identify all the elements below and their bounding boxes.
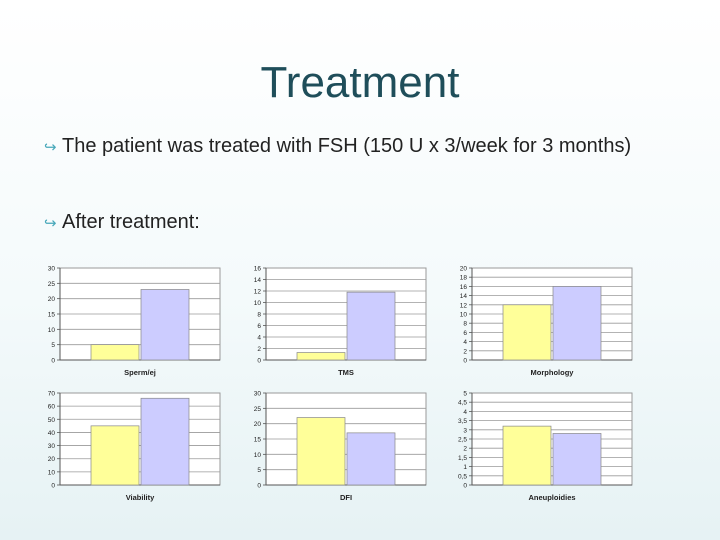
chart-sperm-ej: 0 5 10 15 20 25 30 Sperm/ej <box>48 266 221 377</box>
x-axis-label: DFI <box>340 493 352 502</box>
bar-after <box>552 433 602 486</box>
charts-svg: 051015202530Sperm/ej0246810121416TMS0246… <box>48 266 633 502</box>
x-axis-label: TMS <box>338 368 354 377</box>
chart-dfi: 0 5 10 15 20 25 30 DFI <box>254 391 427 502</box>
y-tick-label: 25 <box>48 281 56 288</box>
y-tick-label: 5 <box>463 391 467 398</box>
y-tick-label: 3 <box>463 427 467 434</box>
y-tick-label: 16 <box>460 284 468 291</box>
x-axis-label: Aneuploidies <box>528 493 575 502</box>
y-tick-label: 18 <box>460 275 468 282</box>
bullet-text: The patient was treated with FSH (150 U … <box>62 135 632 157</box>
y-tick-label: 0 <box>463 483 467 490</box>
y-tick-label: 20 <box>460 266 468 273</box>
x-axis-label: Sperm/ej <box>124 368 156 377</box>
y-tick-label: 4 <box>257 335 261 342</box>
y-tick-label: 30 <box>48 266 56 273</box>
y-tick-label: 15 <box>48 312 56 319</box>
bar-before <box>90 344 140 361</box>
y-tick-label: 2,5 <box>458 437 467 444</box>
y-tick-label: 3,5 <box>458 418 467 425</box>
y-tick-label: 16 <box>254 266 262 273</box>
y-tick-label: 0 <box>51 483 55 490</box>
plot-area <box>59 392 221 486</box>
y-tick-label: 12 <box>460 302 468 309</box>
y-tick-label: 1,5 <box>458 455 467 462</box>
bar-before <box>296 417 346 486</box>
curved-arrow-bullet-icon: ↪ <box>44 215 57 232</box>
x-axis-label: Morphology <box>531 368 575 377</box>
y-tick-label: 4 <box>463 339 467 346</box>
y-tick-label: 20 <box>254 421 262 428</box>
y-tick-label: 30 <box>48 443 56 450</box>
y-tick-label: 70 <box>48 391 56 398</box>
y-tick-label: 12 <box>254 289 262 296</box>
y-tick-label: 0 <box>257 358 261 365</box>
y-tick-label: 2 <box>463 348 467 355</box>
y-tick-label: 10 <box>48 327 56 334</box>
curved-arrow-bullet-icon: ↪ <box>44 139 57 156</box>
y-tick-label: 0,5 <box>458 473 467 480</box>
y-tick-label: 10 <box>460 312 468 319</box>
chart-aneuploidies: 0 0,5 1 1,5 2 2,5 3 3,5 4 4,5 5 Aneuploidies <box>458 391 633 502</box>
charts-grid: 0 5 10 15 20 25 30 Sperm/ej 0 2 4 6 8 10 12 14 16 TMS 0 2 4 6… <box>30 260 650 510</box>
y-tick-label: 30 <box>254 391 262 398</box>
bar-after <box>140 289 190 361</box>
chart-viability: 0 10 20 30 40 50 60 70 Viability <box>48 391 221 502</box>
chart-tms: 0 2 4 6 8 10 12 14 16 TMS <box>254 266 427 377</box>
y-tick-label: 50 <box>48 417 56 424</box>
y-tick-label: 2 <box>257 346 261 353</box>
y-tick-label: 0 <box>257 483 261 490</box>
y-tick-label: 0 <box>463 358 467 365</box>
y-tick-label: 6 <box>257 323 261 330</box>
y-tick-label: 25 <box>254 406 262 413</box>
y-tick-label: 10 <box>48 469 56 476</box>
y-tick-label: 10 <box>254 452 262 459</box>
y-tick-label: 6 <box>463 330 467 337</box>
y-tick-label: 8 <box>257 312 261 319</box>
y-tick-label: 0 <box>51 358 55 365</box>
y-tick-label: 5 <box>51 342 55 349</box>
y-tick-label: 15 <box>254 437 262 444</box>
bullet-text: After treatment: <box>62 211 200 233</box>
bar-before <box>502 425 552 486</box>
y-tick-label: 60 <box>48 404 56 411</box>
y-tick-label: 20 <box>48 456 56 463</box>
bar-before <box>296 352 346 361</box>
bar-before <box>90 425 140 486</box>
y-tick-label: 2 <box>463 446 467 453</box>
y-tick-label: 1 <box>463 464 467 471</box>
bullet-treatment: ↪ The patient was treated with FSH (150 … <box>44 133 692 160</box>
y-tick-label: 14 <box>460 293 468 300</box>
y-tick-label: 40 <box>48 430 56 437</box>
bar-after <box>346 291 396 361</box>
y-tick-label: 4,5 <box>458 400 467 407</box>
bar-after <box>346 432 396 486</box>
bar-after <box>552 286 602 361</box>
y-tick-label: 8 <box>463 321 467 328</box>
y-tick-label: 10 <box>254 300 262 307</box>
x-axis-label: Viability <box>126 493 155 502</box>
y-tick-label: 20 <box>48 296 56 303</box>
y-tick-label: 5 <box>257 467 261 474</box>
y-tick-label: 4 <box>463 409 467 416</box>
bar-after <box>140 397 190 486</box>
bullet-after-treatment: ↪ After treatment: <box>44 209 692 236</box>
bar-before <box>502 304 552 361</box>
chart-morphology: 0 2 4 6 8 10 12 14 16 18 20 Morphology <box>460 266 633 377</box>
slide-title: Treatment <box>260 58 460 107</box>
y-tick-label: 14 <box>254 277 262 284</box>
